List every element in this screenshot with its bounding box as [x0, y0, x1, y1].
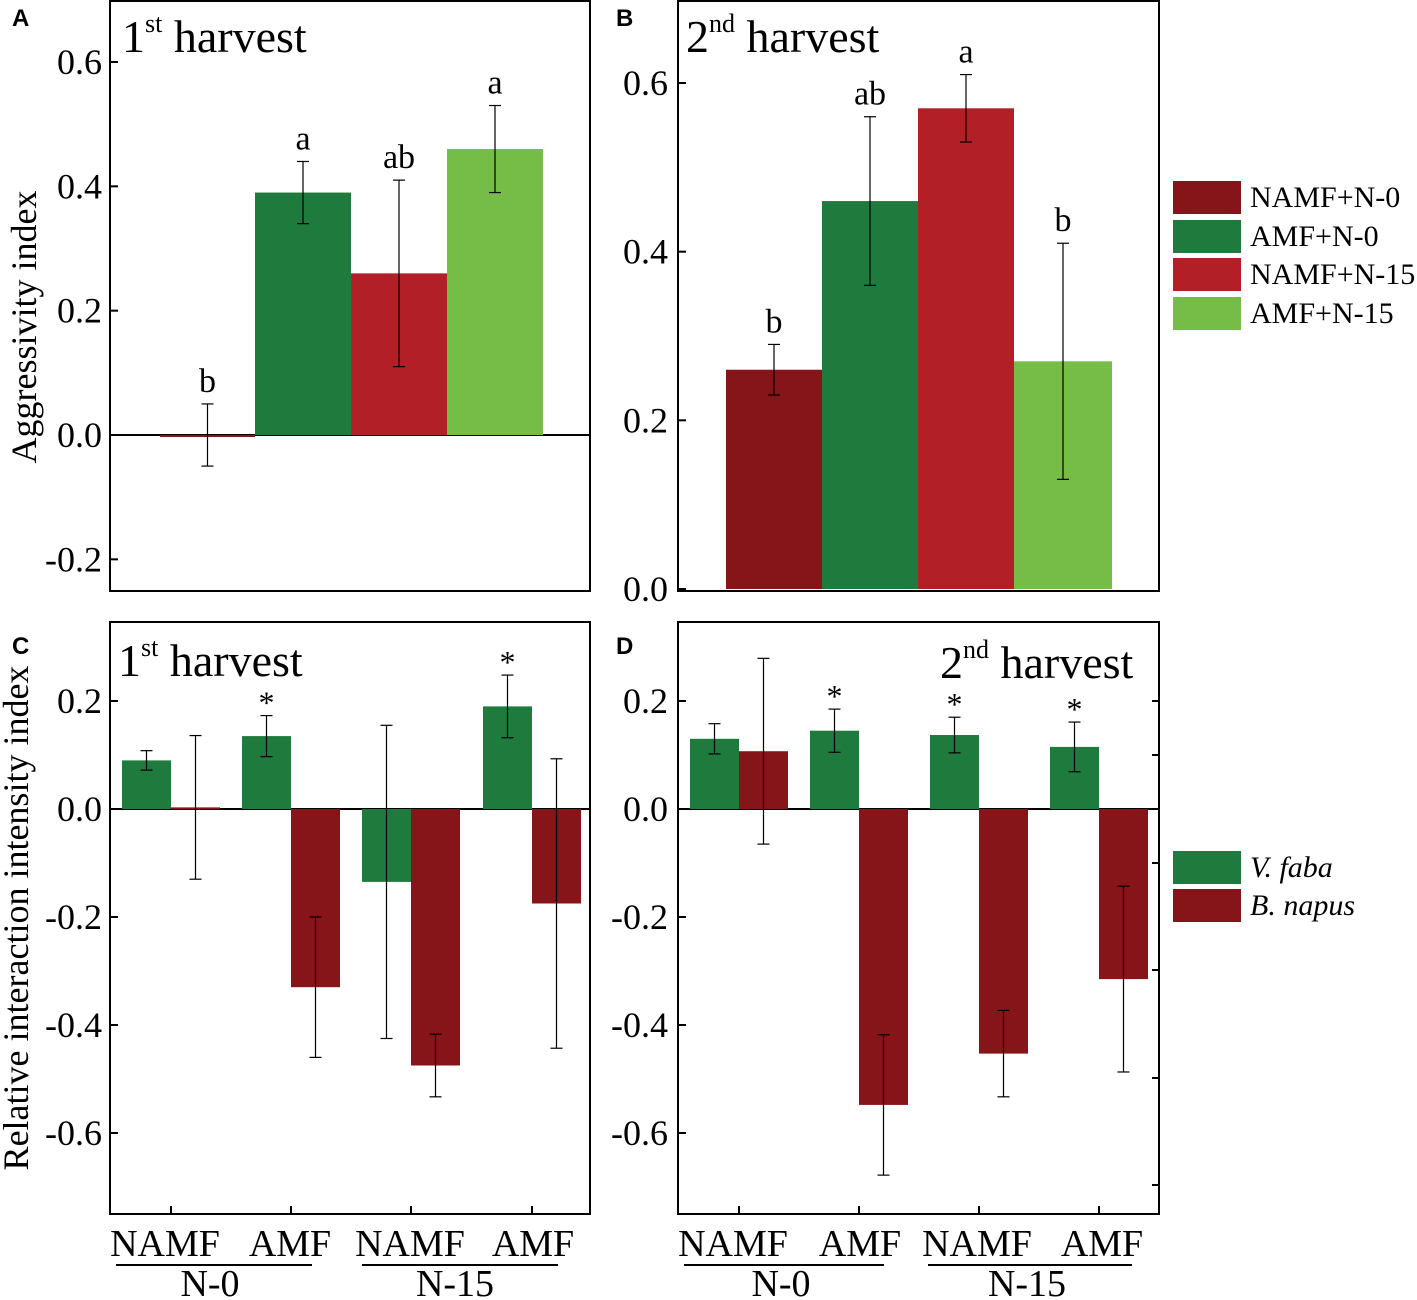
legend-top: NAMF+N-0 AMF+N-0 NAMF+N-15 AMF+N-15: [1173, 181, 1415, 330]
legend-swatch-bnapus: [1173, 889, 1241, 922]
panel-c-title-sup: st: [141, 633, 159, 662]
panel-d-title-rest: harvest: [989, 637, 1134, 688]
panel-letter-c: C: [12, 633, 29, 660]
panel-d-significance-star-4: *: [1067, 691, 1083, 727]
panel-b-sig-label-2: ab: [854, 76, 886, 113]
panel-b-frame: [677, 0, 1160, 592]
panel-a-title-sup: st: [145, 9, 163, 38]
x-label-c-amf-2: AMF: [492, 1223, 574, 1265]
panel-c-ytick-label: 0.0: [57, 789, 102, 829]
panel-c-ytick-label: -0.2: [45, 897, 102, 937]
x-group-d-n0: N-0: [751, 1263, 810, 1300]
panel-c-significance-star-2: *: [259, 685, 275, 721]
panel-b-sig-label-4: b: [1055, 202, 1072, 239]
legend-label-amf-n15: AMF+N-15: [1250, 297, 1394, 330]
panel-d-ytick-label: -0.4: [611, 1005, 668, 1045]
panel-b-bar-1: [726, 369, 822, 589]
panel-b-title: 2nd harvest: [686, 9, 880, 62]
x-label-d-namf-1: NAMF: [678, 1223, 788, 1265]
legend-swatch-vfaba: [1173, 851, 1241, 884]
x-label-c-namf-1: NAMF: [110, 1223, 220, 1265]
panel-b-ytick-label: 0.4: [623, 232, 668, 272]
panel-a-bar-2: [255, 192, 351, 435]
panel-a-title-num: 1: [122, 11, 145, 62]
panel-a-frame: [109, 0, 591, 592]
x-group-c-n0: N-0: [180, 1263, 239, 1300]
legend-swatch-namf-n0: [1173, 181, 1241, 214]
panel-a-sig-label-3: ab: [383, 139, 415, 176]
x-label-d-namf-2: NAMF: [922, 1223, 1032, 1265]
panel-b-ytick-label: 0.0: [623, 569, 668, 609]
panel-c-bar-bnapus-3: [411, 809, 460, 1066]
legend-label-bnapus: B. napus: [1250, 889, 1355, 922]
panel-b-ytick-label: 0.6: [623, 63, 668, 103]
panel-letter-a: A: [12, 5, 29, 32]
panel-b-ytick-label: 0.2: [623, 400, 668, 440]
panel-d-ytick-label: 0.2: [623, 681, 668, 721]
panel-d-title-sup: nd: [963, 635, 989, 664]
x-group-c-n15: N-15: [416, 1263, 494, 1300]
panel-a-title: 1st harvest: [122, 9, 307, 62]
legend-label-namf-n0: NAMF+N-0: [1250, 181, 1400, 214]
panel-b-sig-label-3: a: [958, 34, 973, 71]
y-axis-label-bottom: Relative interaction intensity index: [0, 666, 36, 1171]
panel-a-bar-4: [447, 149, 543, 436]
legend-label-vfaba: V. faba: [1250, 851, 1333, 884]
panel-c-ytick-label: -0.6: [45, 1113, 102, 1153]
panel-a-sig-label-4: a: [487, 65, 502, 102]
panel-b-title-num: 2: [686, 11, 709, 62]
panel-c-title: 1st harvest: [118, 633, 303, 686]
panel-c-significance-star-4: *: [500, 644, 516, 680]
panel-letter-d: D: [616, 633, 633, 660]
panel-a-ytick-label: 0.2: [57, 291, 102, 331]
legend-swatch-amf-n15: [1173, 297, 1241, 330]
legend-swatch-namf-n15: [1173, 258, 1241, 291]
panel-b-title-rest: harvest: [735, 11, 880, 62]
panel-a-ytick-label: 0.4: [57, 166, 102, 206]
legend-swatch-amf-n0: [1173, 220, 1241, 253]
chart-marks: -0.20.00.20.40.6baaba0.00.20.40.6babab-0…: [45, 34, 1159, 1214]
panel-d-significance-star-2: *: [827, 678, 843, 714]
panel-c-title-rest: harvest: [158, 635, 303, 686]
x-label-c-namf-2: NAMF: [355, 1223, 465, 1265]
panel-a-ytick-label: 0.0: [57, 415, 102, 455]
legend-bottom: V. faba B. napus: [1173, 851, 1355, 922]
panel-d-ytick-label: 0.0: [623, 789, 668, 829]
panel-d-ytick-label: -0.6: [611, 1113, 668, 1153]
panel-c-title-num: 1: [118, 635, 141, 686]
y-axis-label-top: Aggressivity index: [4, 191, 44, 464]
panel-a-ytick-label: 0.6: [57, 42, 102, 82]
panel-b-title-sup: nd: [709, 9, 735, 38]
legend-label-amf-n0: AMF+N-0: [1250, 220, 1379, 253]
x-label-d-amf-1: AMF: [819, 1223, 901, 1265]
panel-d-ytick-label: -0.2: [611, 897, 668, 937]
x-label-d-amf-2: AMF: [1061, 1223, 1143, 1265]
panel-c-ytick-label: 0.2: [57, 681, 102, 721]
x-axis-labels-d: NAMF AMF N-0 NAMF AMF N-15: [678, 1223, 1143, 1300]
legend-label-namf-n15: NAMF+N-15: [1250, 258, 1415, 291]
x-axis-labels-c: NAMF AMF N-0 NAMF AMF N-15: [110, 1223, 574, 1300]
panel-b-sig-label-1: b: [766, 303, 783, 340]
x-group-d-n15: N-15: [988, 1263, 1066, 1300]
x-label-c-amf-1: AMF: [249, 1223, 331, 1265]
panel-a-sig-label-1: b: [199, 363, 216, 400]
panel-a-ytick-label: -0.2: [45, 539, 102, 579]
panel-letter-b: B: [616, 5, 633, 32]
panel-c-ytick-label: -0.4: [45, 1005, 102, 1045]
panel-d-title: 2nd harvest: [940, 635, 1134, 688]
panel-d-title-num: 2: [940, 637, 963, 688]
panel-d-frame: [677, 621, 1160, 1215]
panel-a-title-rest: harvest: [162, 11, 307, 62]
panel-d-significance-star-3: *: [947, 686, 963, 722]
panel-b-bar-3: [918, 108, 1014, 590]
panel-a-sig-label-2: a: [295, 120, 310, 157]
